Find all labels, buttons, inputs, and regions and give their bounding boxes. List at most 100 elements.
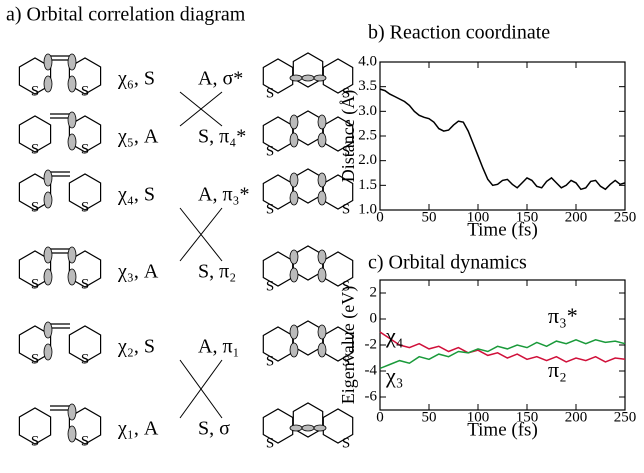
ring (68, 325, 102, 363)
y-tick-label: 2.0 (358, 152, 377, 168)
orbital-lobe (67, 133, 77, 151)
atom-label: S (31, 199, 39, 215)
left-label: χ₄, S (117, 184, 155, 206)
correlation-line (179, 207, 223, 262)
right-label: A, π₁ (198, 336, 240, 358)
atom-label: S (266, 85, 274, 101)
atom-label: S (342, 278, 350, 294)
atom-label: S (342, 201, 350, 217)
atom-label: S (342, 353, 350, 369)
diagram-title: a) Orbital correlation diagram (6, 4, 246, 26)
y-tick-label: 3.0 (358, 103, 377, 119)
annotation: π₃* (548, 303, 578, 328)
atom-label: S (342, 85, 350, 101)
orbital-lobe (67, 403, 77, 421)
orbital-lobe (289, 267, 299, 283)
atom-label: S (266, 143, 274, 159)
orbital-lobe (43, 343, 53, 361)
orbital-lobe (67, 53, 77, 71)
orbital-lobe (43, 169, 53, 187)
orbital-lobe (313, 74, 327, 82)
orbital-lobe (289, 324, 299, 340)
x-tick-label: 150 (516, 409, 539, 425)
chart-title: b) Reaction coordinate (368, 22, 550, 44)
orbital-lobe (289, 74, 303, 82)
left-label: χ₁, A (117, 418, 159, 440)
orbital-lobe (67, 75, 77, 93)
atom-label: S (31, 351, 39, 367)
atom-label: S (266, 435, 274, 451)
orbital-lobe (67, 268, 77, 286)
orbital-lobe (289, 190, 299, 206)
ring (292, 52, 324, 88)
atom-label: S (81, 351, 89, 367)
data-line (379, 331, 626, 363)
right-label: S, π₄* (198, 126, 246, 148)
atom-label: S (81, 141, 89, 157)
y-tick-label: 0 (370, 310, 378, 326)
x-tick-label: 200 (565, 209, 588, 225)
y-tick-label: -4 (365, 362, 378, 378)
atom-label: S (81, 433, 89, 449)
atom-label: S (31, 141, 39, 157)
orbital-lobe (67, 111, 77, 129)
orbital-lobe (289, 342, 299, 358)
data-line (379, 88, 626, 191)
atom-label: S (31, 433, 39, 449)
orbital-lobe (317, 114, 327, 130)
x-tick-label: 200 (565, 409, 588, 425)
orbital-lobe (317, 324, 327, 340)
x-tick-label: 100 (467, 209, 490, 225)
x-tick-label: 150 (516, 209, 539, 225)
plot-frame (379, 61, 626, 211)
left-label: χ₅, A (117, 126, 159, 148)
orbital-lobe (301, 74, 315, 82)
orbital-lobe (301, 424, 315, 432)
chart-title: c) Orbital dynamics (368, 252, 527, 274)
left-label: χ₂, S (117, 336, 155, 358)
orbital-lobe (289, 249, 299, 265)
orbital-lobe (43, 191, 53, 209)
ring (18, 407, 52, 445)
x-tick-label: 0 (376, 409, 384, 425)
x-tick-label: 50 (422, 409, 437, 425)
y-tick-label: 3.5 (358, 78, 377, 94)
atom-label: S (266, 353, 274, 369)
y-tick-label: 4.0 (358, 53, 377, 69)
orbital-lobe (43, 246, 53, 264)
orbital-lobe (317, 190, 327, 206)
x-tick-label: 50 (422, 209, 437, 225)
annotation: π₂ (548, 357, 567, 382)
y-tick-label: 2.5 (358, 127, 377, 143)
y-tick-label: 1.0 (358, 201, 377, 217)
x-tick-label: 100 (467, 409, 490, 425)
atom-label: S (342, 143, 350, 159)
atom-label: S (81, 276, 89, 292)
left-label: χ₆, S (117, 68, 155, 90)
ring (68, 173, 102, 211)
x-axis-label: Time (fs) (467, 219, 538, 240)
y-tick-label: 2 (370, 284, 378, 300)
orbital-lobe (43, 268, 53, 286)
y-tick-label: -6 (365, 388, 378, 404)
right-label: A, π₃* (198, 184, 250, 206)
ring (322, 58, 354, 94)
orbital-lobe (289, 132, 299, 148)
right-label: S, σ (198, 418, 230, 440)
orbital-lobe (317, 342, 327, 358)
orbital-lobe (289, 424, 303, 432)
x-tick-label: 250 (614, 409, 637, 425)
orbital-lobe (313, 424, 327, 432)
orbital-lobe (43, 75, 53, 93)
ring (322, 408, 354, 444)
data-line (379, 338, 626, 370)
atom-label: S (31, 83, 39, 99)
y-tick-label: 1.5 (358, 177, 377, 193)
